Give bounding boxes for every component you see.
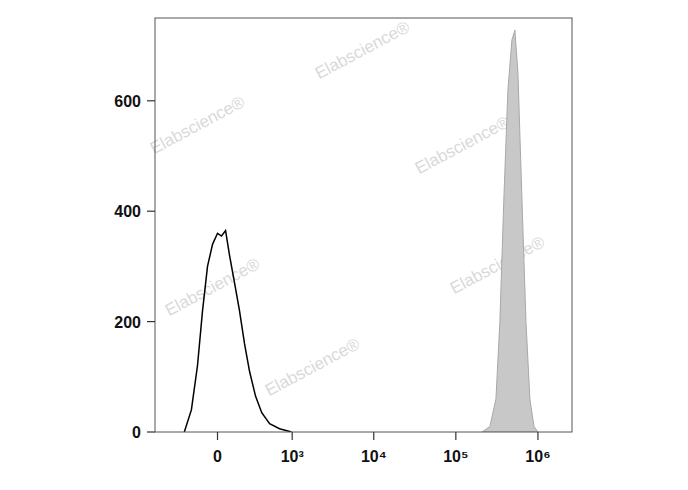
- chart: Elabscience® Elabscience® Elabscience® Elab…: [0, 0, 688, 490]
- plot-area: [184, 30, 538, 432]
- watermark: Elabscience®: [147, 92, 248, 158]
- y-tick-label: 400: [114, 203, 141, 220]
- x-tick: [292, 432, 293, 440]
- x-tick: [217, 432, 218, 440]
- x-tick: [373, 432, 374, 440]
- x-tick-label: 10⁶: [525, 448, 550, 465]
- x-tick: [537, 432, 538, 440]
- y-tick: [147, 100, 155, 101]
- y-tick: [147, 431, 155, 432]
- watermark: Elabscience®: [312, 17, 413, 83]
- x-tick: [455, 432, 456, 440]
- x-tick-label: 10⁴: [361, 448, 387, 465]
- plot-frame: [155, 18, 572, 432]
- x-tick-label: 10⁵: [443, 448, 468, 465]
- y-tick-label: 600: [114, 93, 141, 110]
- histogram-area: [482, 30, 538, 432]
- watermark: Elabscience®: [412, 112, 513, 178]
- watermark: Elabscience®: [262, 334, 363, 400]
- y-tick-label: 200: [114, 314, 141, 331]
- x-tick-label: 0: [213, 448, 222, 465]
- histogram-line: [184, 231, 291, 432]
- y-tick-label: 0: [132, 424, 141, 441]
- y-tick: [147, 321, 155, 322]
- y-tick: [147, 211, 155, 212]
- x-tick-label: 10³: [281, 448, 304, 465]
- watermark: Elabscience®: [162, 254, 263, 320]
- watermark: Elabscience®: [447, 232, 548, 298]
